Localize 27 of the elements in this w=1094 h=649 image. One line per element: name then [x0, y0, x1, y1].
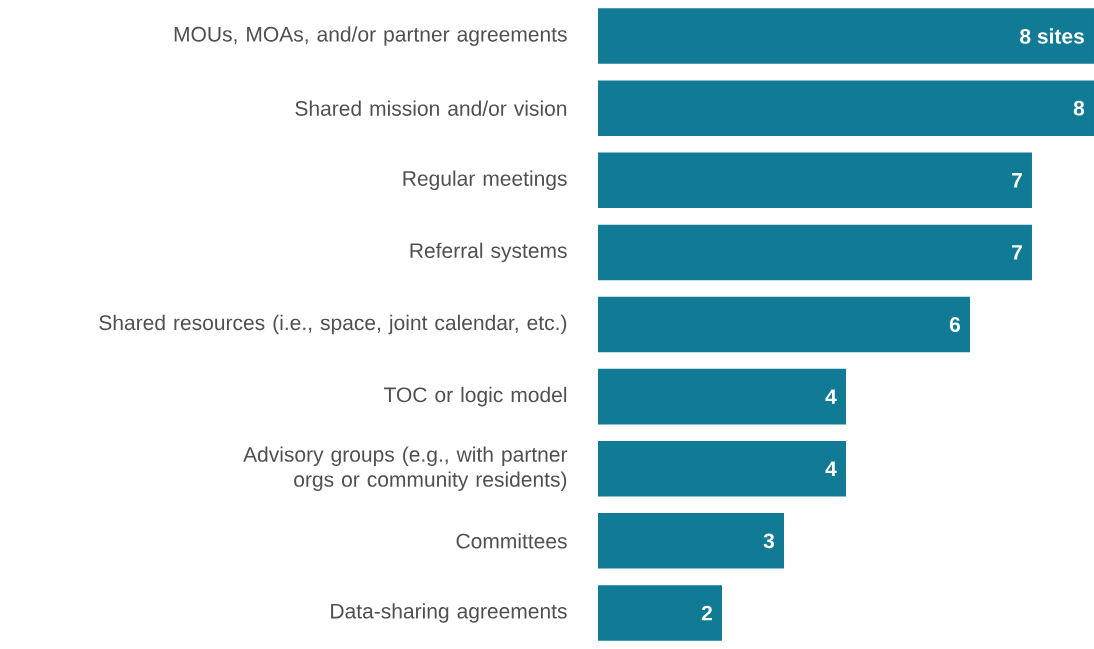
y-tick-label: Shared resources (i.e., space, joint calendar, etc.): [99, 314, 567, 335]
data-label: 7: [1012, 173, 1022, 188]
data-label: 6: [949, 317, 961, 332]
bar: [597, 152, 1032, 209]
bar: [597, 440, 846, 497]
y-tick-label: Regular meetings: [403, 170, 567, 191]
data-label: 8: [1073, 100, 1085, 116]
y-tick-label: Referral systems: [410, 242, 567, 263]
y-tick-label: TOC or logic model: [384, 386, 567, 407]
data-label: 3: [763, 533, 775, 549]
bar: [597, 513, 784, 569]
data-label: 8 sites: [1020, 28, 1084, 44]
data-label: 4: [825, 461, 837, 476]
bar: [597, 296, 970, 353]
y-tick-label: Shared mission and/or vision: [295, 100, 567, 116]
bar: [597, 368, 846, 425]
y-tick-label: Committees: [456, 533, 567, 549]
y-tick-label: Data-sharing agreements: [331, 603, 567, 623]
y-tick-label: MOUs, MOAs, and/or partner agreements: [174, 26, 567, 46]
data-label: 2: [701, 605, 712, 621]
y-tick-label: Advisory groups (e.g., with partner orgs or community residents): [243, 446, 568, 492]
bar: [597, 224, 1032, 281]
data-label: 4: [825, 389, 837, 404]
bar: [597, 80, 1094, 136]
data-label: 7: [1012, 245, 1022, 260]
bar: [597, 8, 1094, 64]
bar: [597, 585, 722, 641]
